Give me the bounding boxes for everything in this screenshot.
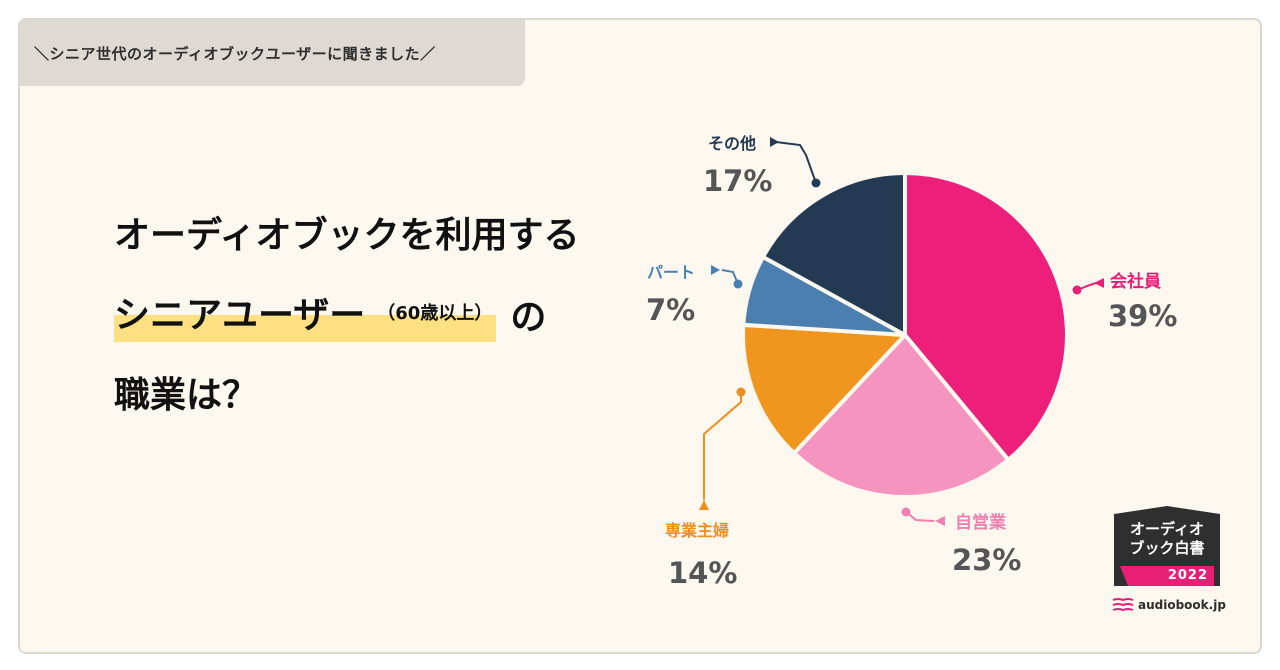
- headline-line-3: 職業は？: [114, 375, 259, 416]
- label-housewife: 専業主婦: [665, 521, 729, 540]
- slice-self-employed: [792, 333, 1011, 499]
- value-self-employed: 23%: [952, 543, 1021, 577]
- slice-company-employee: [903, 171, 1069, 462]
- badge-title-line-1: オーディオ: [1130, 520, 1204, 538]
- connector-company-employee: [1076, 282, 1097, 291]
- label-others: その他: [708, 134, 756, 153]
- badge-year: 2022: [1120, 566, 1214, 586]
- headline-line-1: オーディオブックを利用する: [114, 215, 580, 256]
- label-company-employee: 会社員: [1110, 271, 1161, 292]
- headline-age-note: （60歳以上）: [377, 303, 493, 324]
- brand-logo: audiobook.jp: [1112, 598, 1226, 612]
- highlight-marker: シニアユーザー （60歳以上）: [114, 286, 497, 342]
- whitepaper-badge: オーディオ ブック白書 2022: [1114, 506, 1220, 586]
- value-company-employee: 39%: [1108, 299, 1177, 333]
- headline-line-2: シニアユーザー （60歳以上） の: [114, 286, 546, 342]
- value-housewife: 14%: [668, 556, 737, 590]
- value-others: 17%: [703, 164, 772, 198]
- book-stack-icon: [1112, 598, 1134, 612]
- brand-name: audiobook.jp: [1138, 598, 1226, 612]
- slice-housewife: [741, 322, 907, 456]
- value-part-time: 7%: [646, 293, 695, 327]
- connector-housewife: [703, 392, 742, 500]
- headline-particle: の: [510, 297, 547, 338]
- slice-others: [761, 171, 907, 337]
- survey-tag: ＼シニア世代のオーディオブックユーザーに聞きました／: [20, 20, 525, 86]
- connector-others: [775, 141, 817, 184]
- badge-title-line-2: ブック白書: [1129, 539, 1205, 557]
- headline-senior-users: シニアユーザー: [114, 295, 366, 336]
- badge-title: オーディオ ブック白書: [1114, 520, 1220, 558]
- label-part-time: パート: [647, 263, 695, 282]
- label-self-employed: 自営業: [955, 512, 1006, 533]
